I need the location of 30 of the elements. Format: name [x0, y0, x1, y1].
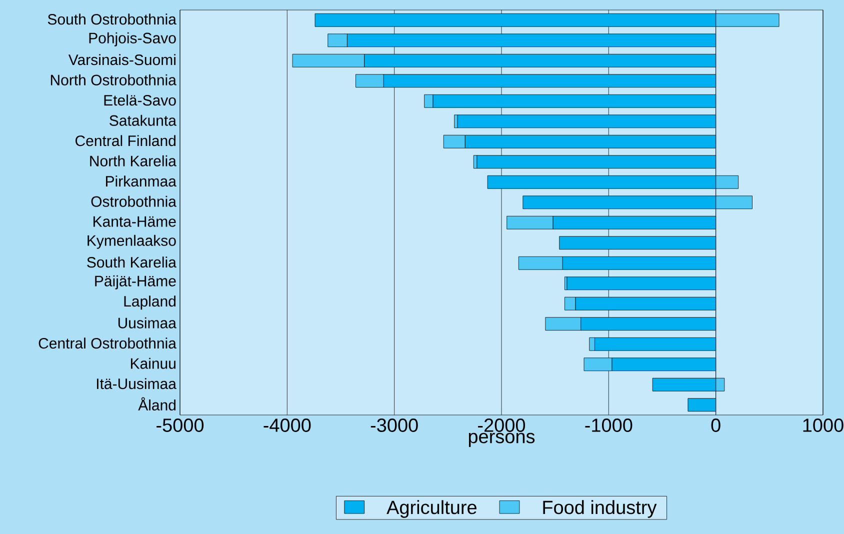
y-tick-label: Åland [138, 397, 176, 410]
y-tick-label: Lapland [124, 296, 176, 310]
legend-label: Food industry [543, 500, 657, 518]
y-tick-label: Pohjois-Savo [89, 32, 176, 46]
legend-label: Agriculture [386, 500, 476, 518]
y-tick-label: Satakunta [110, 114, 176, 126]
y-tick-label: Kanta-Häme [93, 216, 176, 227]
x-tick-label: 1000 [803, 418, 844, 432]
y-tick-label: Etelä-Savo [104, 94, 176, 106]
x-tick-label: -5000 [156, 418, 204, 432]
y-tick-label: Ostrobothnia [91, 196, 176, 207]
y-tick-label: Kainuu [130, 358, 176, 369]
x-tick-label: -4000 [264, 418, 311, 432]
x-tick-label: 0 [711, 418, 720, 432]
y-tick-label: Varsinais-Suomi [68, 54, 176, 66]
y-tick-label: North Karelia [90, 155, 176, 166]
y-tick-label: Pirkanmaa [106, 176, 176, 187]
y-tick-label: Central Finland [76, 135, 176, 146]
y-tick-label: Päijät-Häme [95, 275, 176, 290]
y-tick-label: Kymenlaakso [88, 234, 176, 249]
y-tick-label: South Karelia [87, 256, 176, 268]
x-axis-title: persons [468, 432, 535, 447]
y-tick-label: Itä-Uusimaa [96, 378, 176, 390]
y-tick-label: Uusimaa [118, 317, 176, 328]
y-tick-label: Central Ostrobothnia [38, 338, 176, 349]
x-tick-label: -2000 [478, 418, 526, 432]
y-tick-label: South Ostrobothnia [48, 14, 176, 25]
x-tick-label: -1000 [585, 418, 632, 432]
x-tick-label: -3000 [370, 418, 418, 432]
y-tick-label: North Ostrobothnia [50, 74, 176, 86]
